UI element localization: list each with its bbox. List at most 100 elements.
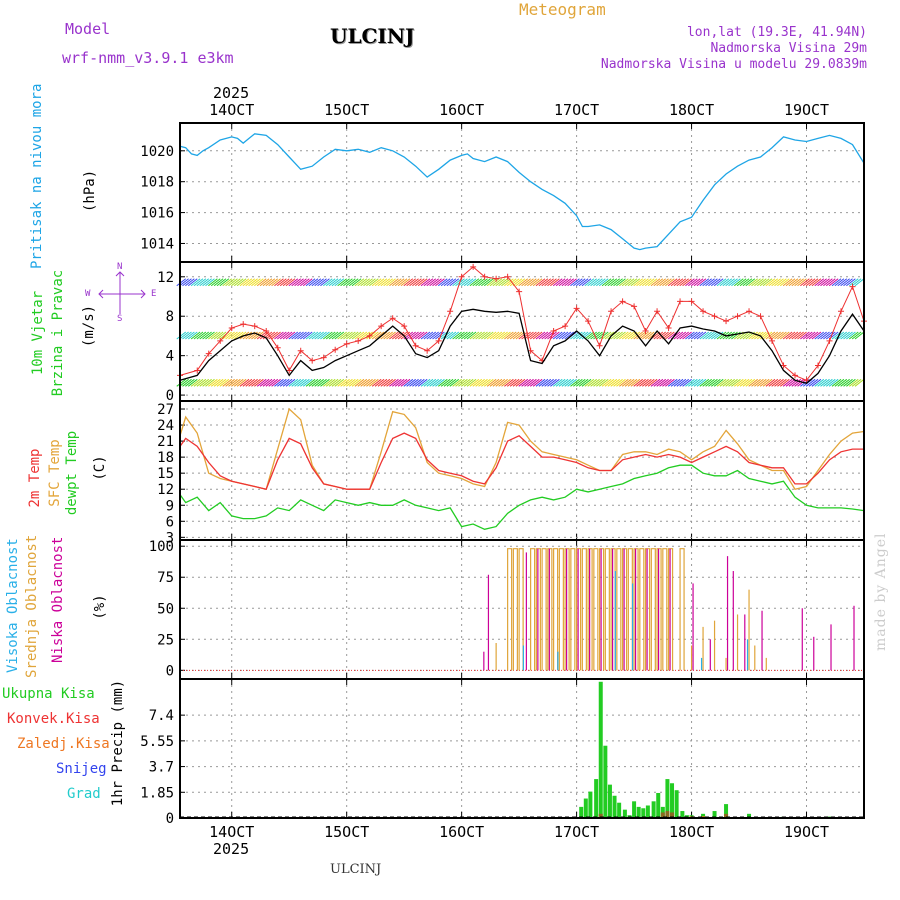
wind-gust-marker bbox=[792, 372, 799, 379]
wind-arrow bbox=[340, 331, 350, 340]
wind-arrow bbox=[642, 278, 652, 287]
wind-arrow bbox=[196, 378, 207, 387]
wind-arrow bbox=[274, 331, 284, 340]
wind-arrow bbox=[593, 331, 603, 340]
wind-arrow bbox=[771, 278, 781, 287]
wind-arrow bbox=[193, 378, 204, 387]
wind-arrow bbox=[598, 331, 609, 340]
wind-arrow bbox=[573, 331, 583, 340]
wind-arrow bbox=[271, 278, 281, 287]
wind-arrow bbox=[547, 278, 557, 287]
wind-arrow bbox=[805, 331, 816, 340]
wind-arrow bbox=[567, 378, 577, 387]
wind-arrow bbox=[386, 331, 396, 340]
wind-arrow bbox=[282, 278, 293, 287]
wind-arrow bbox=[521, 278, 531, 287]
wind-arrow bbox=[748, 378, 758, 387]
wind-arrow bbox=[259, 378, 270, 387]
wind-arrow bbox=[705, 331, 715, 340]
wind-arrow bbox=[791, 331, 802, 340]
wind-arrow bbox=[504, 278, 514, 287]
wind-arrow bbox=[337, 331, 347, 340]
cloud-mid-bar bbox=[553, 548, 559, 671]
wind-arrow bbox=[291, 331, 302, 340]
temp-tick-label: 21 bbox=[157, 434, 174, 450]
wind-arrow bbox=[825, 331, 836, 340]
wind-gust-marker bbox=[815, 362, 822, 369]
wind-arrow bbox=[368, 278, 379, 287]
wind-arrow bbox=[512, 278, 523, 287]
wind-arrow bbox=[463, 278, 474, 287]
precip-total-bar bbox=[680, 811, 685, 818]
wind-arrow bbox=[182, 378, 192, 387]
wind-arrow bbox=[647, 278, 658, 287]
wind-arrow bbox=[808, 331, 819, 340]
precip-total-bar bbox=[670, 783, 675, 818]
wind-arrow bbox=[190, 378, 201, 387]
wind-arrow bbox=[561, 331, 572, 340]
wind-arrow bbox=[193, 278, 204, 287]
wind-arrow bbox=[596, 278, 606, 287]
wind-arrow bbox=[777, 278, 787, 287]
wind-arrow bbox=[363, 278, 373, 287]
wind-arrow bbox=[639, 278, 649, 287]
wind-arrow bbox=[690, 378, 701, 387]
wind-arrow bbox=[208, 278, 218, 287]
wind-arrow bbox=[587, 278, 598, 287]
cloud-mid-bar bbox=[558, 548, 564, 671]
wind-arrow bbox=[708, 278, 718, 287]
wind-arrow bbox=[475, 378, 485, 387]
precip-total-bar bbox=[612, 795, 617, 818]
wind-arrow bbox=[460, 331, 471, 340]
wind-arrow bbox=[187, 278, 198, 287]
wind-arrow bbox=[779, 331, 790, 340]
wind-arrow bbox=[389, 378, 399, 387]
wind-arrow bbox=[584, 378, 595, 387]
wind-arrow bbox=[805, 278, 816, 287]
wind-arrow bbox=[417, 278, 428, 287]
wind-arrow bbox=[463, 331, 474, 340]
wind-arrow bbox=[699, 278, 710, 287]
wind-arrow bbox=[199, 378, 210, 387]
wind-arrow bbox=[751, 278, 761, 287]
wind-arrow bbox=[710, 278, 721, 287]
panel-frame bbox=[179, 678, 865, 819]
wind-arrow bbox=[501, 278, 511, 287]
wind-gust-marker bbox=[654, 308, 661, 315]
cloud-mid-bar bbox=[604, 548, 610, 671]
wind-arrow bbox=[593, 278, 603, 287]
wind-gust-marker bbox=[458, 273, 465, 280]
wind-arrow bbox=[575, 278, 586, 287]
wind-arrow bbox=[768, 278, 779, 287]
wind-arrow bbox=[498, 378, 508, 387]
wind-gust-marker bbox=[677, 298, 684, 305]
wind-arrow bbox=[472, 378, 483, 387]
wind-gust-marker bbox=[585, 318, 592, 325]
wind-arrow bbox=[222, 278, 233, 287]
wind-arrow bbox=[391, 278, 402, 287]
wind-arrow bbox=[337, 378, 347, 387]
wind-arrow bbox=[771, 378, 781, 387]
wind-arrow bbox=[733, 378, 744, 387]
wind-arrow bbox=[613, 331, 623, 340]
wind-arrow bbox=[377, 378, 388, 387]
cloud-mid-bar bbox=[570, 548, 576, 671]
wind-arrow bbox=[406, 278, 416, 287]
wind-arrow bbox=[710, 378, 721, 387]
wind-arrow bbox=[291, 378, 302, 387]
wind-arrow bbox=[495, 378, 506, 387]
wind-arrow bbox=[733, 278, 744, 287]
wind-arrow bbox=[377, 278, 388, 287]
wind-arrow bbox=[254, 378, 264, 387]
wind-arrow bbox=[800, 331, 810, 340]
wind-arrow bbox=[754, 278, 764, 287]
cloud-mid-bar bbox=[541, 548, 547, 671]
wind-arrow bbox=[187, 378, 198, 387]
wind-arrow bbox=[535, 331, 546, 340]
wind-gust-marker bbox=[217, 337, 224, 344]
wind-arrow bbox=[650, 378, 661, 387]
wind-arrow bbox=[555, 331, 566, 340]
wind-arrow bbox=[708, 378, 718, 387]
wind-arrow bbox=[567, 278, 577, 287]
legend-ukupna-kisa: Ukupna Kisa bbox=[2, 686, 95, 702]
